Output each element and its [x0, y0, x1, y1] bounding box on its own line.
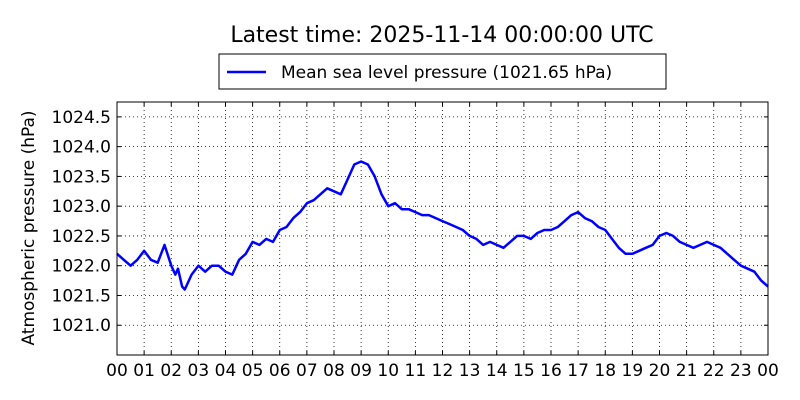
- x-tick-label: 05: [242, 361, 264, 381]
- y-tick-label: 1021.5: [52, 286, 111, 306]
- x-tick-label: 13: [459, 361, 481, 381]
- x-tick-label: 21: [676, 361, 698, 381]
- y-tick-label: 1024.0: [52, 138, 111, 158]
- chart-title: Latest time: 2025-11-14 00:00:00 UTC: [230, 23, 653, 48]
- x-tick-label: 01: [133, 361, 155, 381]
- x-tick-label: 17: [567, 361, 589, 381]
- x-tick-label: 15: [513, 361, 535, 381]
- x-tick-label: 04: [215, 361, 237, 381]
- x-tick-label: 00: [106, 361, 128, 381]
- grid: [117, 102, 768, 355]
- legend-box: [218, 53, 667, 90]
- x-tick-label: 07: [296, 361, 318, 381]
- y-tick-label: 1022.0: [52, 257, 111, 277]
- legend-label: Mean sea level pressure (1021.65 hPa): [281, 63, 612, 83]
- y-tick-label: 1021.0: [52, 316, 111, 336]
- x-tick-label: 08: [323, 361, 345, 381]
- x-tick-label: 11: [405, 361, 427, 381]
- y-axis-label: Atmospheric pressure (hPa): [19, 110, 39, 345]
- x-tick-label: 16: [540, 361, 562, 381]
- x-tick-label: 06: [269, 361, 291, 381]
- x-tick-label: 18: [594, 361, 616, 381]
- y-tick-label: 1023.0: [52, 197, 111, 217]
- y-tick-labels: 1021.0 1021.5 1022.0 1022.5 1023.0 1023.5 1024…: [52, 108, 111, 336]
- x-tick-label: 20: [649, 361, 671, 381]
- series-line-mslp: [116, 160, 769, 291]
- x-tick-label: 03: [188, 361, 210, 381]
- series-layer: [116, 160, 769, 291]
- x-tick-labels: 00 01 02 03 04 05 06 07 08 09 10 11 12 13 14 15 16 17 18 19…: [106, 361, 779, 381]
- x-tick-label: 19: [622, 361, 644, 381]
- legend: Mean sea level pressure (1021.65 hPa): [218, 53, 667, 90]
- y-tick-label: 1024.5: [52, 108, 111, 128]
- x-tick-label: 23: [730, 361, 752, 381]
- y-tick-label: 1023.5: [52, 167, 111, 187]
- x-tick-label: 12: [432, 361, 454, 381]
- x-tick-label: 02: [160, 361, 182, 381]
- x-tick-label: 00: [757, 361, 779, 381]
- x-tick-label: 09: [350, 361, 372, 381]
- x-tick-label: 22: [703, 361, 725, 381]
- ticks: [116, 102, 769, 355]
- x-tick-label: 10: [377, 361, 399, 381]
- plot-frame: [116, 101, 769, 356]
- x-tick-label: 14: [486, 361, 508, 381]
- y-tick-label: 1022.5: [52, 227, 111, 247]
